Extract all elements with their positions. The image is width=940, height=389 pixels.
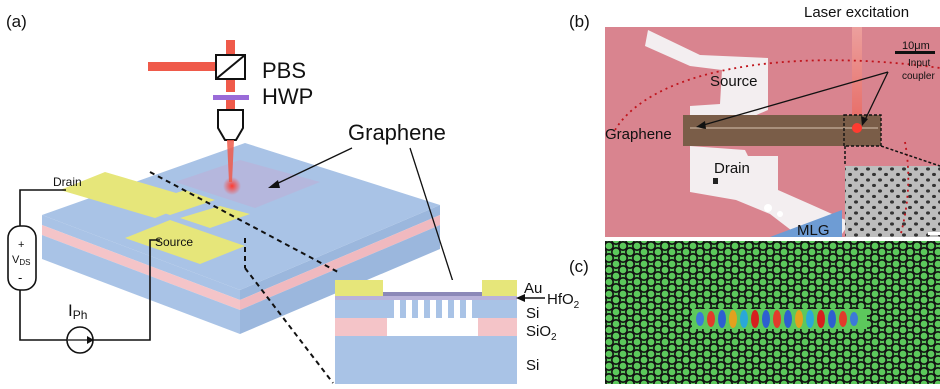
- graphene-arrow-inset: [409, 147, 456, 289]
- panel-b-label: (b): [569, 12, 590, 31]
- panel-a: (a): [6, 12, 580, 384]
- sem-inset: [845, 166, 940, 237]
- right-face-bottom-si: [240, 225, 440, 334]
- dotted-arc-right: [899, 141, 910, 237]
- graphene-label: Graphene: [348, 120, 446, 145]
- source-pad: [125, 220, 245, 264]
- au-label: Au: [524, 280, 542, 297]
- panel-a-label: (a): [6, 12, 27, 31]
- drain-finger: [140, 190, 215, 215]
- cavity-mode: [692, 309, 867, 329]
- pbs-label: PBS: [262, 58, 306, 83]
- vertical-beam-top: [226, 40, 235, 63]
- circuit: [7, 189, 160, 354]
- sem-scale-bar: [928, 232, 940, 235]
- panel-b: (b): [569, 4, 940, 239]
- graphene-arrow-main: [271, 147, 353, 187]
- hfo2-label: HfO2: [547, 291, 580, 311]
- graphene-strip: [683, 115, 881, 146]
- inset-hfo2: [335, 296, 517, 300]
- vertical-beam-low: [226, 100, 235, 110]
- right-face-top-si: [240, 205, 440, 300]
- inset-au-left: [335, 280, 383, 296]
- graphene-sheet: [175, 160, 320, 208]
- voltage-source: [7, 225, 37, 291]
- drain-electrode: [690, 146, 850, 237]
- coupler-arrow-left: [699, 71, 889, 127]
- si-bottom-label: Si: [526, 357, 539, 374]
- vds-plus: +: [18, 239, 24, 251]
- source-label: Source: [155, 235, 193, 249]
- vds-minus: -: [18, 270, 22, 285]
- zoom-line-bottom: [244, 267, 334, 384]
- drain-wire: [19, 189, 66, 226]
- front-face-oxide: [42, 225, 240, 310]
- cross-section-inset: [335, 280, 517, 384]
- hfo2-arrow-head: [516, 294, 525, 302]
- white-dot-2: [777, 211, 783, 217]
- dotted-arc-top: [614, 59, 940, 131]
- source-finger: [180, 206, 250, 228]
- pbs-diagonal: [215, 54, 246, 80]
- micrograph: [605, 27, 940, 237]
- micro-graphene-label: Graphene: [605, 126, 672, 143]
- si-top-label: Si: [526, 305, 539, 322]
- panel-c-label: (c): [569, 257, 589, 276]
- scale-bar-label: 10μm: [902, 40, 930, 52]
- device-block: [42, 143, 440, 334]
- micro-source-label: Source: [710, 73, 758, 90]
- inset-holes: [394, 300, 472, 318]
- drain-label: Drain: [53, 175, 82, 189]
- vds-label: VDS: [12, 254, 30, 267]
- coupler-box: [843, 114, 882, 147]
- scale-bar: [895, 51, 935, 54]
- right-face-oxide: [240, 215, 440, 310]
- coupler-arrow-left-head: [696, 121, 706, 129]
- horizontal-beam: [148, 62, 216, 71]
- mlg-label: MLG: [797, 222, 830, 239]
- inset-au-right: [482, 280, 517, 296]
- objective-lens: [217, 109, 244, 141]
- mlg-region: [770, 210, 842, 237]
- source-electrode: [645, 30, 768, 124]
- laser-spot: [223, 177, 241, 195]
- graphene-arrow-main-head: [268, 180, 280, 188]
- coupler-arrow-right-head: [861, 116, 868, 126]
- inset-si-top: [335, 300, 517, 318]
- focused-beam: [227, 140, 234, 182]
- source-wire: [93, 239, 160, 341]
- speck: [713, 178, 718, 184]
- front-face-top-si: [42, 215, 240, 300]
- current-arrow-head: [87, 336, 94, 344]
- vertical-beam-mid: [226, 72, 235, 92]
- inset-graphene: [383, 292, 482, 296]
- excitation-spot: [852, 123, 862, 133]
- front-face-bottom-si: [42, 235, 240, 334]
- inset-si-bottom: [335, 336, 517, 384]
- hwp-plate: [213, 95, 249, 100]
- sio2-label: SiO2: [526, 323, 557, 343]
- optics: [148, 40, 249, 182]
- inset-sio2-left: [335, 318, 387, 336]
- laser-excitation-label: Laser excitation: [804, 4, 909, 21]
- excitation-beam: [852, 27, 862, 128]
- inset-sio2-right: [478, 318, 517, 336]
- coupler-arrow-right: [863, 71, 889, 123]
- micro-drain-label: Drain: [714, 160, 750, 177]
- iph-label: IPh: [68, 301, 87, 322]
- input-label-line2: coupler: [902, 71, 935, 82]
- input-label-line1: Input: [908, 58, 930, 69]
- wire-bottom-left: [19, 290, 70, 341]
- white-dot-1: [764, 204, 772, 212]
- panel-c: (c): [569, 241, 940, 384]
- hwp-label: HWP: [262, 84, 313, 109]
- sem-zoom-right: [880, 145, 940, 167]
